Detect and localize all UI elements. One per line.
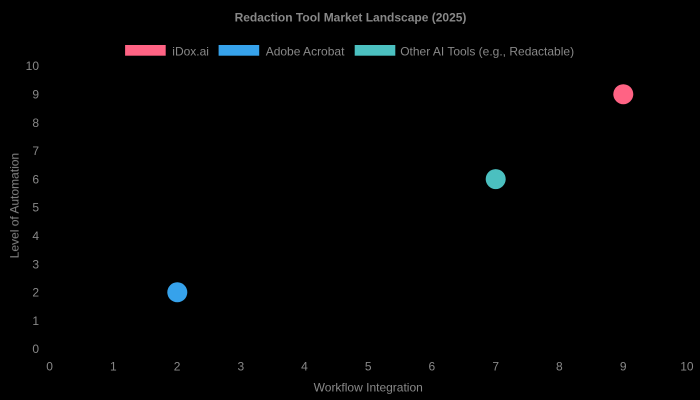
svg-text:10: 10 xyxy=(26,59,40,73)
svg-text:3: 3 xyxy=(32,257,39,271)
svg-text:9: 9 xyxy=(32,88,39,102)
svg-text:7: 7 xyxy=(492,359,499,373)
svg-text:2: 2 xyxy=(32,286,39,300)
svg-text:Workflow Integration: Workflow Integration xyxy=(314,381,423,395)
svg-text:Level of Automation: Level of Automation xyxy=(8,153,22,258)
svg-text:Adobe Acrobat: Adobe Acrobat xyxy=(266,45,345,59)
svg-text:6: 6 xyxy=(32,172,39,186)
svg-text:4: 4 xyxy=(301,359,308,373)
svg-text:7: 7 xyxy=(32,144,39,158)
svg-text:iDox.ai: iDox.ai xyxy=(172,45,209,59)
svg-text:8: 8 xyxy=(32,116,39,130)
svg-text:10: 10 xyxy=(680,359,694,373)
svg-text:6: 6 xyxy=(429,359,436,373)
svg-text:4: 4 xyxy=(32,229,39,243)
svg-text:0: 0 xyxy=(46,359,53,373)
svg-text:1: 1 xyxy=(110,359,117,373)
svg-text:3: 3 xyxy=(237,359,244,373)
svg-text:9: 9 xyxy=(620,359,627,373)
svg-text:8: 8 xyxy=(556,359,563,373)
svg-text:Redaction Tool Market Landscap: Redaction Tool Market Landscape (2025) xyxy=(235,11,467,25)
svg-text:2: 2 xyxy=(174,359,181,373)
svg-text:5: 5 xyxy=(32,201,39,215)
svg-text:0: 0 xyxy=(32,342,39,356)
svg-text:Other AI Tools (e.g., Redactab: Other AI Tools (e.g., Redactable) xyxy=(400,45,574,59)
svg-text:5: 5 xyxy=(365,359,372,373)
svg-text:1: 1 xyxy=(32,314,39,328)
